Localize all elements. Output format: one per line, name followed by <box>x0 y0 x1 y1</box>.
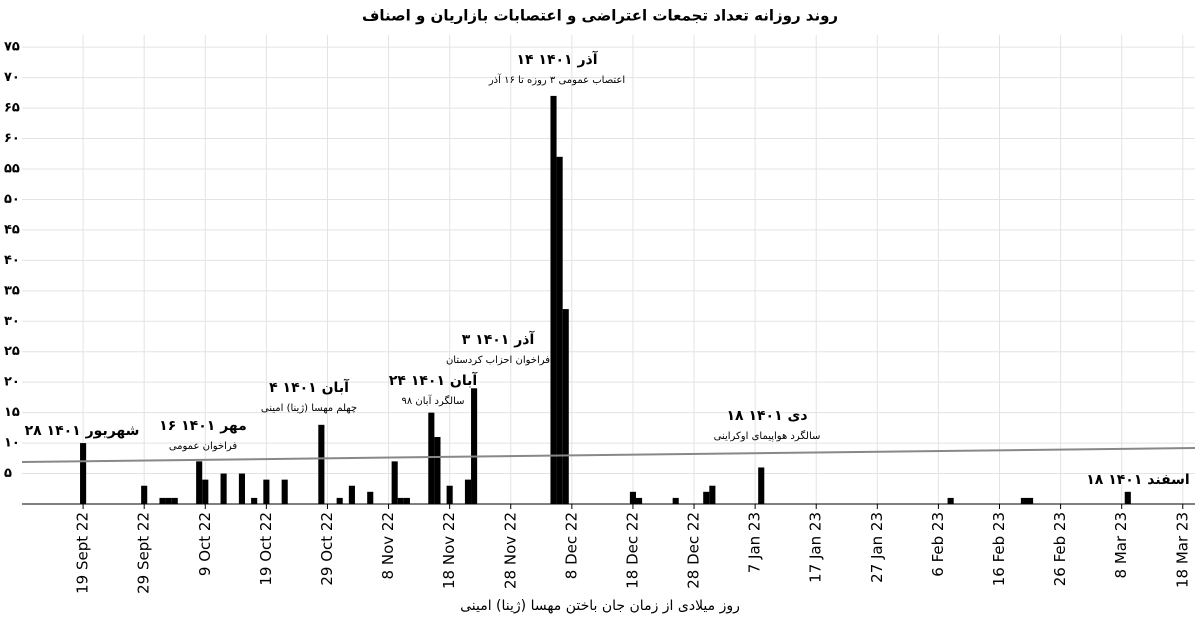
x-tick-label: 8 Nov 22 <box>379 512 397 579</box>
annotation-title: ۳ آذر ۱۴۰۱ <box>462 330 536 348</box>
annotation-text: اعتصاب عمومی ۳ روزه تا ۱۶ آذر <box>488 73 625 86</box>
y-tick-label: ۷۵ <box>4 40 20 55</box>
annotation-text: فراخوان عمومی <box>169 441 238 452</box>
x-tick-label: 27 Jan 23 <box>868 512 886 583</box>
y-tick-label: ۴۵ <box>4 222 20 237</box>
x-tick-label: 26 Feb 23 <box>1051 512 1069 586</box>
x-tick-label: 19 Oct 22 <box>257 512 275 586</box>
x-tick-label: 29 Oct 22 <box>318 512 336 586</box>
trend-line <box>21 446 1196 463</box>
y-tick-label: ۳۰ <box>4 314 20 329</box>
annotation-text: سالگرد هواپیمای اوکراینی <box>714 430 821 442</box>
x-tick-label: 29 Sept 22 <box>135 512 153 594</box>
bar <box>428 412 435 504</box>
bar <box>947 497 954 504</box>
bar <box>550 95 557 504</box>
bar <box>1124 491 1131 504</box>
bar <box>318 424 325 504</box>
bar <box>397 497 404 504</box>
bar <box>159 497 166 504</box>
x-tick-label: 7 Jan 23 <box>746 512 764 573</box>
y-tick-label: ۱۵ <box>4 405 20 420</box>
y-tick-label: ۶۵ <box>4 101 20 116</box>
bar <box>758 467 765 504</box>
bar <box>1026 497 1034 504</box>
annotation-text: سالگرد آبان ۹۸ <box>401 394 464 407</box>
x-tick-label: 18 Dec 22 <box>623 512 641 589</box>
y-tick-label: ۲۵ <box>4 344 20 359</box>
y-tick-label: ۳۵ <box>4 283 20 298</box>
x-tick-label: 28 Dec 22 <box>685 512 703 589</box>
y-tick-label: ۵۵ <box>4 162 20 177</box>
bar <box>80 443 87 504</box>
bar <box>434 437 441 504</box>
bar <box>403 497 410 504</box>
bar <box>220 473 227 504</box>
bar <box>446 485 453 504</box>
x-tick-label: 28 Nov 22 <box>501 512 519 589</box>
y-tick-label: ۶۰ <box>4 131 20 146</box>
bar <box>281 479 288 504</box>
annotation-text: چهلم مهسا (ژینا) امینی <box>261 403 357 414</box>
x-tick-label: 19 Sept 22 <box>74 512 92 594</box>
bar <box>703 491 710 504</box>
x-tick-label: 17 Jan 23 <box>807 512 825 583</box>
x-tick-label: 8 Dec 22 <box>562 512 580 579</box>
bar <box>709 485 716 504</box>
annotation-title: ۱۶ مهر ۱۴۰۱ <box>159 418 247 434</box>
x-tick-label: 18 Mar 23 <box>1173 512 1191 588</box>
bar <box>336 497 343 504</box>
bar <box>367 491 374 504</box>
y-tick-label: ۵ <box>4 466 12 481</box>
chart-title: روند روزانه تعداد تجمعات اعتراضی و اعتصا… <box>362 7 838 25</box>
bar <box>391 461 398 504</box>
annotation-title: ۱۸ اسفند ۱۴۰۱ <box>1086 472 1189 488</box>
bar <box>141 485 148 504</box>
y-tick-label: ۲۰ <box>4 375 20 390</box>
annotation-title: ۲۸ شهریور ۱۴۰۱ <box>25 423 140 439</box>
bar <box>238 473 245 504</box>
x-tick-label: 16 Feb 23 <box>990 512 1008 586</box>
bar <box>171 497 178 504</box>
bar <box>251 497 258 504</box>
y-tick-label: ۵۰ <box>4 192 20 207</box>
annotation-title: ۱۸ دی ۱۴۰۱ <box>726 408 807 424</box>
bar <box>635 497 643 504</box>
x-tick-label: 6 Feb 23 <box>929 512 947 577</box>
y-tick-label: ۱۰ <box>4 436 20 451</box>
x-tick-label: 8 Mar 23 <box>1112 512 1130 578</box>
annotation-title: ۴ آبان ۱۴۰۱ <box>269 378 350 396</box>
bar <box>562 309 569 504</box>
x-tick-label: 18 Nov 22 <box>440 512 458 589</box>
bar <box>471 388 478 504</box>
bar <box>202 479 209 504</box>
bar <box>196 461 203 504</box>
bar <box>348 485 355 504</box>
bar <box>1020 497 1027 504</box>
annotation-title: ۱۴ آذر ۱۴۰۱ <box>516 50 598 68</box>
bar <box>464 479 472 504</box>
bar <box>672 497 679 504</box>
y-tick-label: ۴۰ <box>4 253 20 268</box>
bar <box>629 491 636 504</box>
annotation-title: ۲۴ آبان ۱۴۰۱ <box>389 371 478 389</box>
bar <box>165 497 172 504</box>
annotation-text: فراخوان احزاب کردستان <box>446 355 550 366</box>
x-axis-label: روز میلادی از زمان جان باختن مهسا (ژینا)… <box>460 598 740 614</box>
bar <box>556 156 563 504</box>
y-tick-label: ۷۰ <box>4 70 20 85</box>
x-tick-label: 9 Oct 22 <box>196 512 214 576</box>
bar <box>263 479 270 504</box>
